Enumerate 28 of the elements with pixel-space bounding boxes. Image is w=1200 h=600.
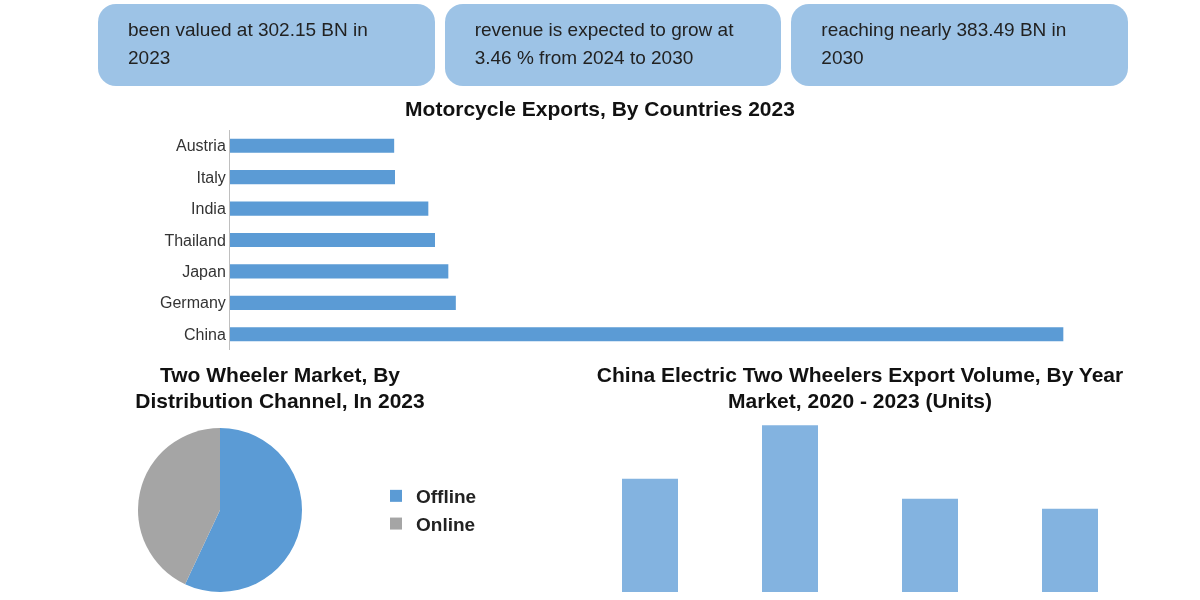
y-tick-label: Germany: [160, 294, 226, 312]
bar: [902, 498, 958, 592]
text: revenue is expected to grow at 3.46 % from 2024 to 2030: [444, 4, 782, 86]
bar: [1042, 508, 1098, 592]
pie-slice: [138, 428, 220, 585]
pie-slice: [185, 428, 302, 592]
y-tick-label: Italy: [196, 168, 226, 186]
chart-title: Motorcycle Exports, By Countries 2023: [404, 96, 796, 122]
bar: [230, 201, 429, 216]
bar: [230, 327, 1064, 342]
bar: [230, 264, 449, 279]
y-tick-label: Thailand: [164, 231, 226, 249]
bar: [230, 295, 456, 310]
y-tick-label: Japan: [182, 263, 226, 281]
bar: [622, 478, 678, 592]
chart-title: Two Wheeler Market, By Distribution Channel, In 2023: [134, 362, 426, 414]
bar: [230, 232, 435, 248]
text: reaching nearly 383.49 BN in 2030: [791, 4, 1129, 86]
y-tick-label: China: [183, 325, 226, 343]
y-tick-label: Austria: [176, 137, 226, 155]
chart-title: China Electric Two Wheelers Export Volume, By Year Market, 2020 - 2023 (Units): [595, 362, 1125, 414]
legend-label: Offline: [416, 486, 477, 508]
legend-label: Online: [416, 513, 476, 535]
bar: [230, 170, 395, 185]
text: been valued at 302.15 BN in 2023: [98, 4, 435, 86]
y-tick-label: India: [191, 200, 226, 218]
bar: [230, 138, 395, 153]
bar: [762, 425, 818, 592]
